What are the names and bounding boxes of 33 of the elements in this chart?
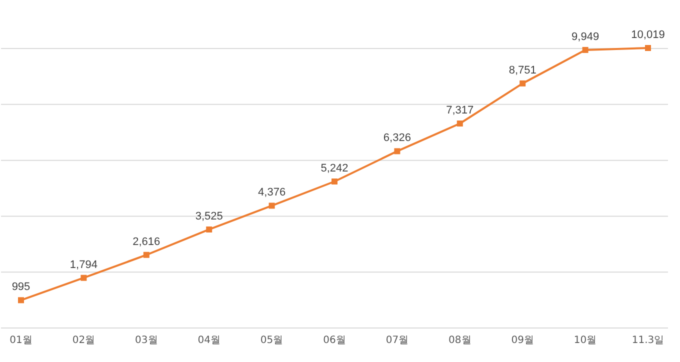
data-label: 8,751 bbox=[508, 64, 536, 76]
data-label: 5,242 bbox=[320, 162, 348, 174]
data-label: 995 bbox=[12, 281, 30, 294]
x-tick-label: 08월 bbox=[448, 335, 472, 346]
point bbox=[80, 274, 87, 281]
point bbox=[18, 297, 24, 304]
x-tick-label: 10월 bbox=[574, 335, 597, 346]
point bbox=[206, 226, 212, 232]
x-tick-label: 02월 bbox=[72, 335, 96, 346]
point bbox=[143, 252, 150, 258]
x-tick-label: 01월 bbox=[10, 335, 32, 346]
data-label: 2,616 bbox=[132, 236, 160, 248]
point bbox=[332, 178, 338, 184]
x-tick-label: 09월 bbox=[511, 335, 534, 346]
x-tick-label: 04월 bbox=[198, 335, 220, 346]
data-label: 10,019 bbox=[631, 29, 665, 41]
data-label: 4,376 bbox=[258, 186, 286, 199]
x-tick-label: 06월 bbox=[323, 335, 346, 346]
x-tick-label: 11.3일 bbox=[632, 335, 664, 346]
data-label: 9,949 bbox=[572, 30, 600, 43]
data-label: 1,794 bbox=[70, 258, 98, 271]
point bbox=[394, 148, 400, 154]
data-label: 7,317 bbox=[446, 104, 474, 117]
data-label: 6,326 bbox=[383, 132, 411, 144]
data-label: 3,525 bbox=[195, 210, 223, 222]
point bbox=[456, 120, 463, 127]
point bbox=[582, 46, 588, 53]
x-tick-label: 03월 bbox=[135, 335, 158, 346]
x-tick-label: 07월 bbox=[386, 335, 409, 346]
point bbox=[268, 202, 275, 209]
x-tick-label: 05월 bbox=[260, 335, 284, 346]
point bbox=[520, 80, 526, 86]
point bbox=[645, 45, 651, 51]
